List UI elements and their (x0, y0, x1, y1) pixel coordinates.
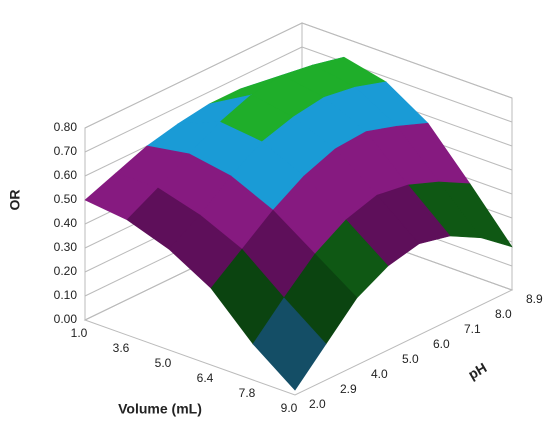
depth-tick-label: 2.9 (340, 382, 357, 396)
y-tick-label: 0.80 (54, 120, 78, 134)
depth-tick-label: 6.0 (433, 337, 450, 351)
depth-axis-title: pH (465, 359, 489, 382)
y-tick-label: 0.60 (54, 168, 78, 182)
y-axis-title: OR (7, 190, 23, 211)
x-tick-label: 9.0 (281, 401, 298, 415)
y-tick-label: 0.40 (54, 216, 78, 230)
depth-tick-label: 7.1 (464, 322, 481, 336)
depth-tick-label: 5.0 (402, 352, 419, 366)
surface-cell (252, 297, 327, 391)
depth-tick-label: 8.9 (526, 292, 543, 306)
depth-tick-label: 4.0 (371, 367, 388, 381)
y-tick-label: 0.10 (54, 288, 78, 302)
grid-line (84, 22, 303, 129)
y-tick-label: 0.00 (54, 312, 78, 326)
x-tick-label: 5.0 (155, 356, 172, 370)
depth-tick-label: 8.0 (495, 307, 512, 321)
y-tick-label: 0.70 (54, 144, 78, 158)
y-tick-label: 0.30 (54, 240, 78, 254)
x-tick-label: 1.0 (71, 326, 88, 340)
depth-tick-label: 2.0 (309, 397, 326, 411)
y-tick-label: 0.20 (54, 264, 78, 278)
x-tick-label: 6.4 (197, 371, 214, 385)
x-tick-label: 7.8 (239, 386, 256, 400)
x-axis-title: Volume (mL) (118, 401, 202, 417)
grid-line (84, 46, 303, 153)
grid-line (301, 22, 513, 99)
y-tick-label: 0.50 (54, 192, 78, 206)
x-tick-label: 3.6 (113, 341, 130, 355)
